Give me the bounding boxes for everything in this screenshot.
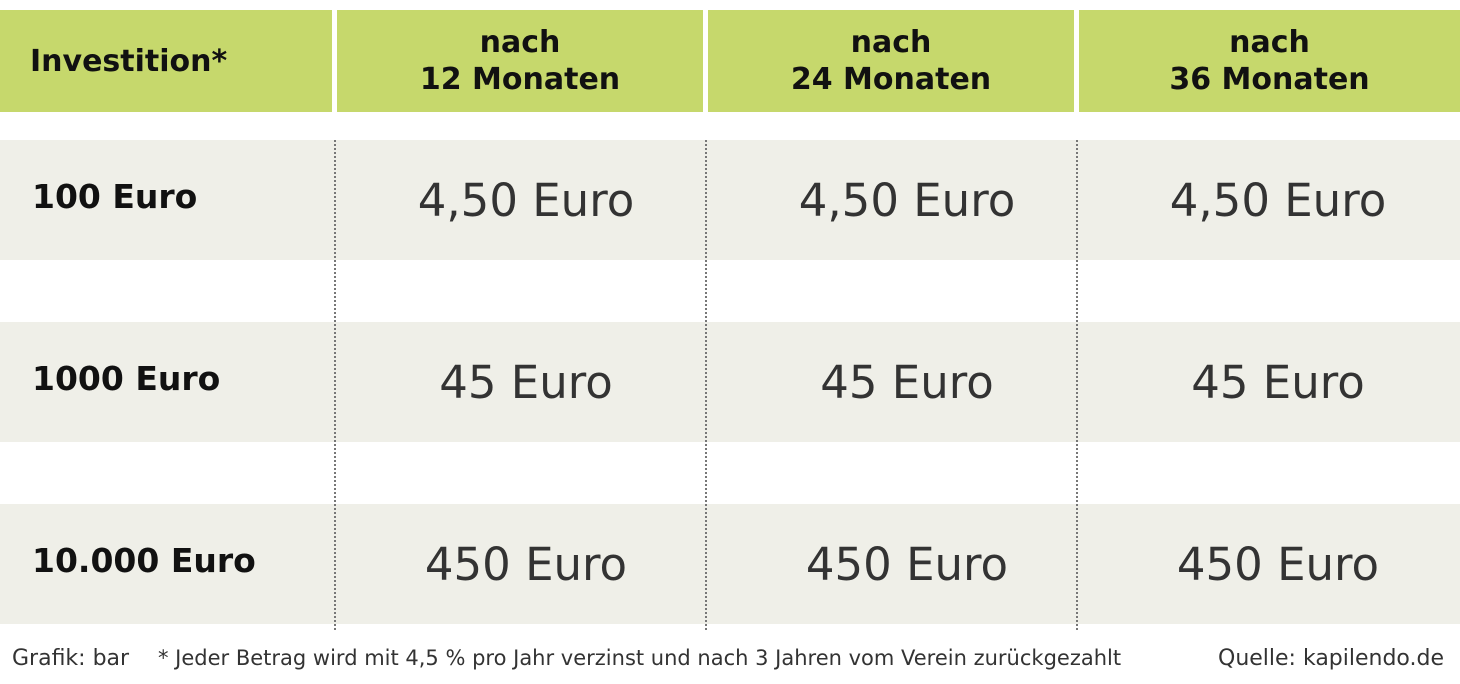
row-band-1000 (0, 322, 1460, 442)
cell-1000-12: 45 Euro (439, 355, 613, 409)
row-label-100: 100 Euro (32, 176, 198, 216)
header-36-line1: nach (1229, 25, 1310, 60)
header-12-line1: nach (479, 25, 561, 60)
footer-credit: Grafik: bar (12, 645, 130, 671)
cell-1000-36: 45 Euro (1191, 355, 1365, 409)
cell-10000-12: 450 Euro (424, 537, 628, 591)
header-12-monaten: nach 12 Monaten (337, 10, 703, 112)
header-24-line1: nach (850, 25, 932, 60)
cell-100-12: 4,50 Euro (417, 173, 635, 227)
header-12-line2: 12 Monaten (419, 62, 621, 97)
cell-10000-24: 450 Euro (805, 537, 1009, 591)
header-investition-label: Investition* (30, 43, 228, 79)
column-divider (705, 140, 707, 630)
column-divider (334, 140, 336, 630)
row-label-1000: 1000 Euro (32, 358, 221, 398)
header-36-monaten: nach 36 Monaten (1079, 10, 1460, 112)
header-investition: Investition* (0, 10, 332, 112)
footer-note: * Jeder Betrag wird mit 4,5 % pro Jahr v… (158, 646, 1122, 670)
header-24-line2: 24 Monaten (790, 62, 992, 97)
interest-table: Investition* nach 12 Monaten nach 24 Mon… (0, 10, 1460, 630)
cell-100-36: 4,50 Euro (1169, 173, 1387, 227)
cell-100-24: 4,50 Euro (798, 173, 1016, 227)
row-label-10000: 10.000 Euro (32, 540, 256, 580)
footer-source: Quelle: kapilendo.de (1218, 645, 1444, 671)
row-band-10000 (0, 504, 1460, 624)
column-divider (1076, 140, 1078, 630)
cell-1000-24: 45 Euro (820, 355, 994, 409)
row-band-100 (0, 140, 1460, 260)
header-36-line2: 36 Monaten (1169, 62, 1370, 97)
header-24-monaten: nach 24 Monaten (708, 10, 1074, 112)
cell-10000-36: 450 Euro (1176, 537, 1380, 591)
